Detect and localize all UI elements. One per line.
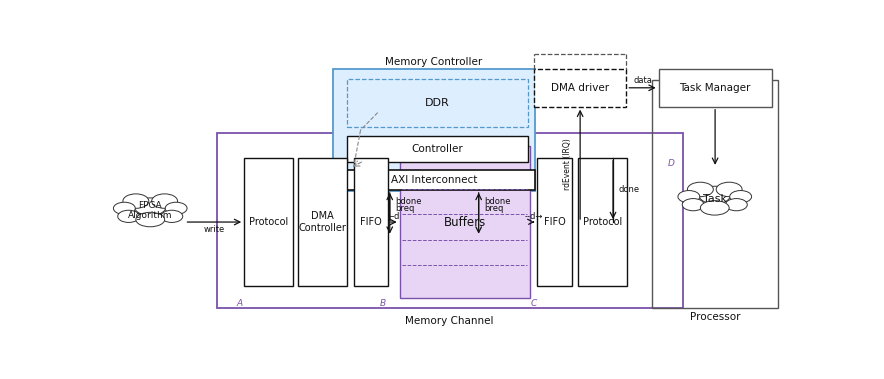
Text: B: B bbox=[380, 299, 386, 308]
FancyBboxPatch shape bbox=[244, 158, 293, 286]
Ellipse shape bbox=[118, 210, 140, 222]
FancyBboxPatch shape bbox=[534, 69, 627, 107]
Text: Task: Task bbox=[703, 194, 727, 204]
FancyBboxPatch shape bbox=[298, 158, 347, 286]
Ellipse shape bbox=[123, 194, 149, 208]
Text: Memory Channel: Memory Channel bbox=[406, 316, 494, 326]
Ellipse shape bbox=[682, 199, 705, 211]
Text: Memory Controller: Memory Controller bbox=[385, 56, 483, 67]
FancyBboxPatch shape bbox=[537, 158, 572, 286]
Ellipse shape bbox=[726, 199, 747, 211]
FancyBboxPatch shape bbox=[347, 79, 529, 127]
FancyBboxPatch shape bbox=[333, 69, 536, 191]
FancyBboxPatch shape bbox=[659, 69, 772, 80]
Ellipse shape bbox=[152, 194, 178, 208]
Text: Controller: Controller bbox=[412, 144, 463, 154]
Text: Protocol: Protocol bbox=[583, 217, 622, 227]
Ellipse shape bbox=[161, 210, 183, 222]
Text: data: data bbox=[633, 76, 652, 85]
FancyBboxPatch shape bbox=[578, 158, 627, 286]
FancyBboxPatch shape bbox=[659, 69, 772, 107]
Text: FIFO: FIFO bbox=[544, 217, 566, 227]
Ellipse shape bbox=[716, 182, 742, 197]
Ellipse shape bbox=[729, 191, 751, 203]
Text: write: write bbox=[203, 225, 225, 234]
FancyBboxPatch shape bbox=[347, 136, 529, 162]
Text: Processor: Processor bbox=[690, 312, 740, 322]
Text: FPGA
Algorithm: FPGA Algorithm bbox=[128, 201, 172, 221]
FancyBboxPatch shape bbox=[400, 146, 530, 298]
Text: --d→: --d→ bbox=[524, 212, 543, 221]
Ellipse shape bbox=[688, 182, 713, 197]
Text: DMA
Controller: DMA Controller bbox=[298, 211, 347, 233]
Text: Protocol: Protocol bbox=[249, 217, 288, 227]
Text: bdone: bdone bbox=[484, 197, 511, 206]
Ellipse shape bbox=[165, 202, 187, 215]
FancyBboxPatch shape bbox=[333, 169, 536, 190]
Text: breq: breq bbox=[484, 204, 504, 213]
FancyBboxPatch shape bbox=[354, 158, 388, 286]
Text: Buffers: Buffers bbox=[444, 216, 486, 229]
Text: C: C bbox=[530, 299, 537, 308]
Text: DDR: DDR bbox=[425, 98, 450, 108]
Text: ←d: ←d bbox=[387, 212, 400, 221]
Text: Task Manager: Task Manager bbox=[680, 83, 751, 93]
Text: done: done bbox=[619, 185, 640, 194]
Text: D: D bbox=[667, 159, 674, 168]
Text: bdone: bdone bbox=[395, 197, 422, 206]
Text: breq: breq bbox=[395, 204, 415, 213]
Text: AXI Interconnect: AXI Interconnect bbox=[391, 175, 477, 185]
Ellipse shape bbox=[678, 191, 700, 203]
Text: A: A bbox=[236, 299, 242, 308]
Ellipse shape bbox=[134, 198, 166, 216]
Ellipse shape bbox=[136, 212, 164, 227]
Text: FIFO: FIFO bbox=[360, 217, 382, 227]
Ellipse shape bbox=[113, 202, 135, 215]
Ellipse shape bbox=[700, 200, 729, 215]
Text: DMA driver: DMA driver bbox=[551, 83, 609, 93]
Text: rdEvent (IRQ): rdEvent (IRQ) bbox=[563, 139, 572, 190]
Ellipse shape bbox=[699, 186, 730, 204]
